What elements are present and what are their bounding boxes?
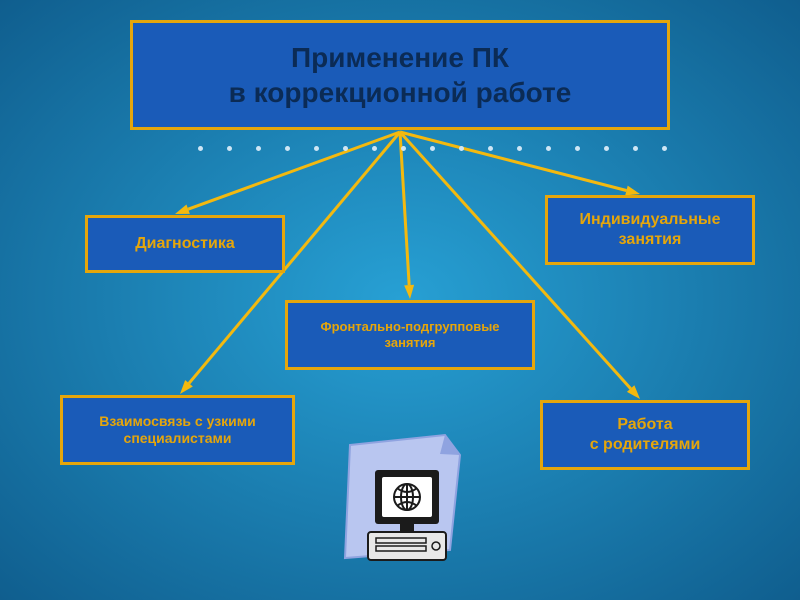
title-box: Применение ПКв коррекционной работе xyxy=(130,20,670,130)
computer-clipart-icon xyxy=(330,430,480,580)
node-individual-lessons: Индивидуальныезанятия xyxy=(545,195,755,265)
node-frontal-subgroup: Фронтально-подгрупповыезанятия xyxy=(285,300,535,370)
diagram-stage: Применение ПКв коррекционной работе Диаг… xyxy=(0,0,800,600)
node-label: Взаимосвязь с узкимиспециалистами xyxy=(99,413,255,448)
node-label: Диагностика xyxy=(135,234,235,254)
node-label: Фронтально-подгрупповыезанятия xyxy=(320,319,499,352)
title-text: Применение ПКв коррекционной работе xyxy=(229,40,572,110)
node-diagnostics: Диагностика xyxy=(85,215,285,273)
node-parents: Работас родителями xyxy=(540,400,750,470)
node-label: Работас родителями xyxy=(590,415,701,455)
node-label: Индивидуальныезанятия xyxy=(580,210,721,250)
node-specialists: Взаимосвязь с узкимиспециалистами xyxy=(60,395,295,465)
decor-dots xyxy=(198,146,667,151)
